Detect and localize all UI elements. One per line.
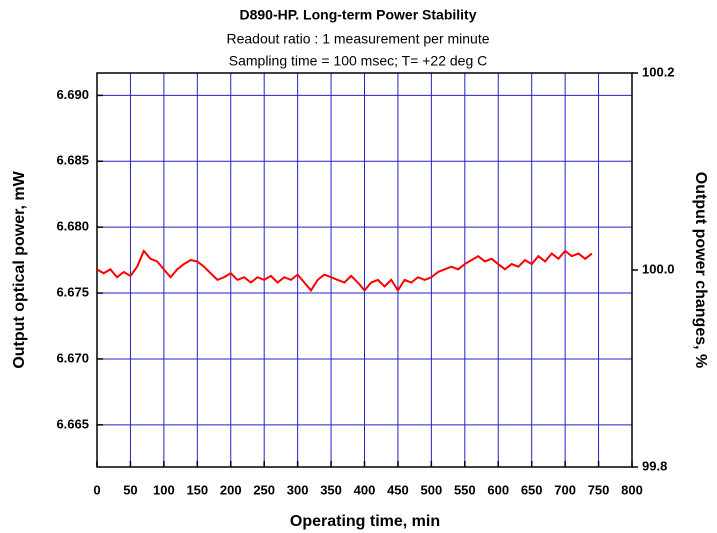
x-tick-label: 750 xyxy=(588,482,610,497)
y2-tick-label: 100.2 xyxy=(642,64,675,79)
y-tick-label: 6.665 xyxy=(56,416,89,431)
x-tick-label: 150 xyxy=(186,482,208,497)
chart-subtitle: Readout ratio : 1 measurement per minute xyxy=(226,31,489,47)
x-tick-label: 350 xyxy=(320,482,342,497)
x-tick-label: 500 xyxy=(421,482,443,497)
y-tick-label: 6.680 xyxy=(56,219,89,234)
x-tick-label: 200 xyxy=(220,482,242,497)
y-tick-label: 6.675 xyxy=(56,284,89,299)
y2-tick-label: 99.8 xyxy=(642,458,667,473)
y-tick-label: 6.685 xyxy=(56,153,89,168)
x-tick-label: 550 xyxy=(454,482,476,497)
data-line xyxy=(96,249,593,293)
x-tick-label: 100 xyxy=(153,482,175,497)
x-tick-label: 250 xyxy=(253,482,275,497)
x-tick-label: 800 xyxy=(621,482,643,497)
y-tick-label: 6.690 xyxy=(56,87,89,102)
x-tick-label: 300 xyxy=(287,482,309,497)
chart-title: D890-HP. Long-term Power Stability xyxy=(239,7,476,23)
x-axis-label: Operating time, min xyxy=(290,513,440,530)
y-tick-label: 6.670 xyxy=(56,350,89,365)
x-tick-label: 700 xyxy=(554,482,576,497)
x-tick-label: 450 xyxy=(387,482,409,497)
x-tick-label: 50 xyxy=(123,482,137,497)
x-tick-label: 650 xyxy=(521,482,543,497)
x-tick-label: 0 xyxy=(93,482,100,497)
y2-tick-label: 100.0 xyxy=(642,261,675,276)
x-tick-label: 600 xyxy=(487,482,509,497)
y-axis-label: Output optical power, mW xyxy=(11,170,28,368)
y2-axis-label: Output power changes, % xyxy=(692,172,709,368)
chart-subtitle: Sampling time = 100 msec; T= +22 deg C xyxy=(229,53,488,69)
x-tick-label: 400 xyxy=(354,482,376,497)
